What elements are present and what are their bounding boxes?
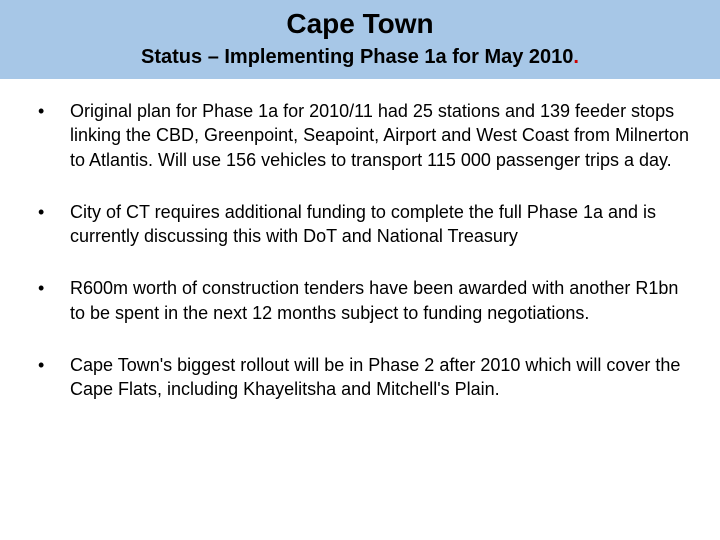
slide-header: Cape Town Status – Implementing Phase 1a… [0, 0, 720, 79]
bullet-marker-icon: • [30, 353, 70, 402]
subtitle-period: . [573, 46, 579, 68]
bullet-item: • Original plan for Phase 1a for 2010/11… [30, 99, 690, 172]
slide-subtitle: Status – Implementing Phase 1a for May 2… [0, 46, 720, 69]
bullet-item: • Cape Town's biggest rollout will be in… [30, 353, 690, 402]
slide-title: Cape Town [0, 8, 720, 40]
bullet-text: Original plan for Phase 1a for 2010/11 h… [70, 99, 690, 172]
bullet-marker-icon: • [30, 276, 70, 325]
subtitle-text: Status – Implementing Phase 1a for May 2… [141, 46, 573, 68]
slide-content: • Original plan for Phase 1a for 2010/11… [0, 79, 720, 402]
bullet-list: • Original plan for Phase 1a for 2010/11… [30, 99, 690, 402]
bullet-item: • R600m worth of construction tenders ha… [30, 276, 690, 325]
bullet-item: • City of CT requires additional funding… [30, 200, 690, 249]
bullet-text: Cape Town's biggest rollout will be in P… [70, 353, 690, 402]
bullet-text: R600m worth of construction tenders have… [70, 276, 690, 325]
bullet-marker-icon: • [30, 99, 70, 172]
bullet-text: City of CT requires additional funding t… [70, 200, 690, 249]
bullet-marker-icon: • [30, 200, 70, 249]
